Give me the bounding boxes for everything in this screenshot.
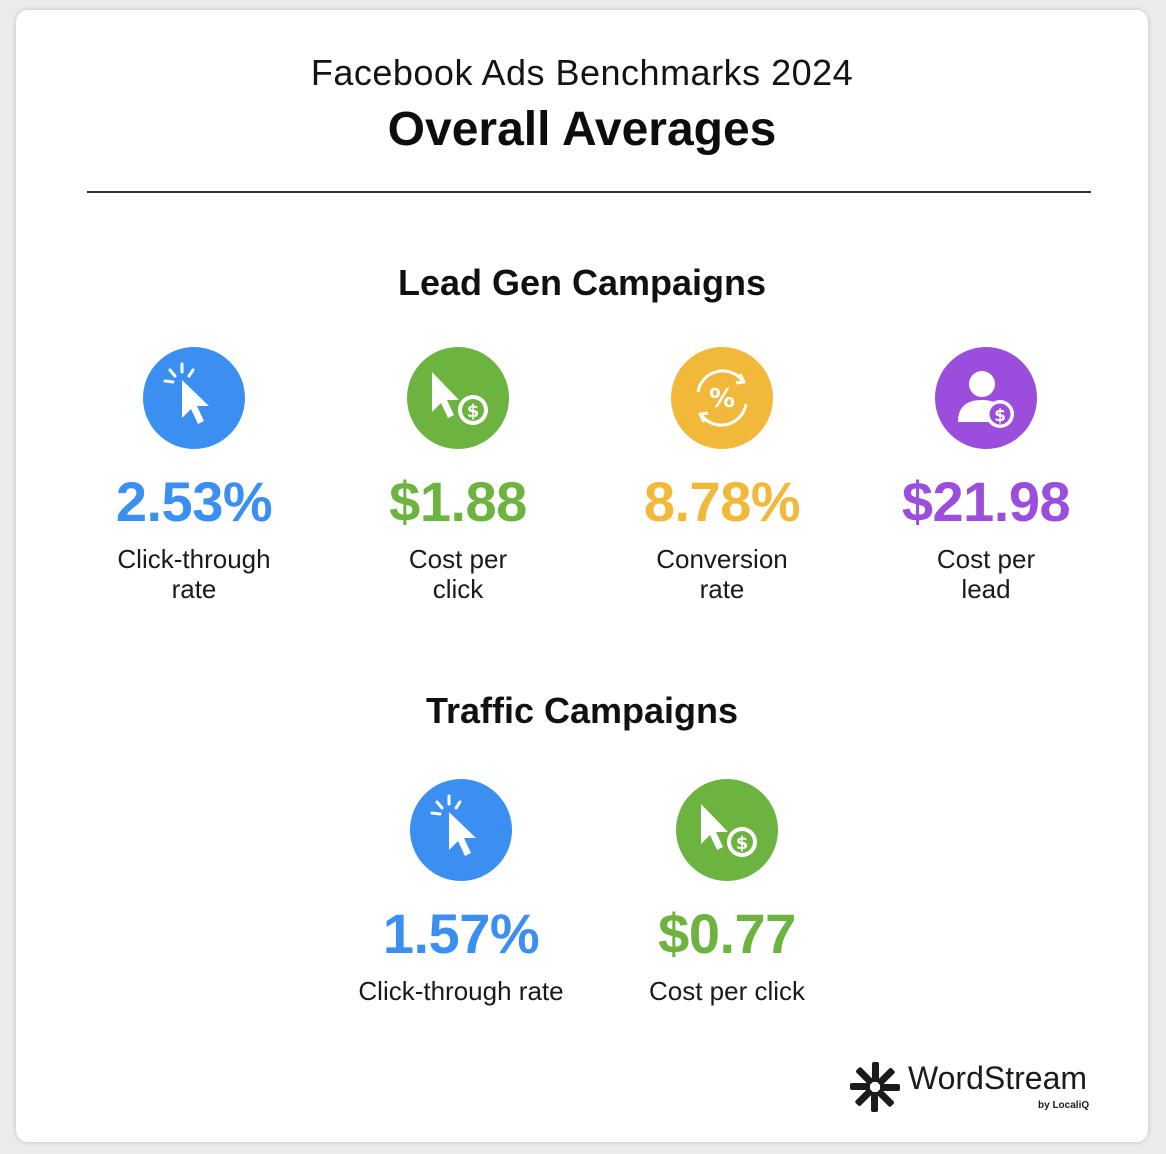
cursor-dollar-icon: $ — [407, 347, 509, 449]
user-dollar-icon: $ — [935, 347, 1037, 449]
metric-label-line: Cost per — [936, 544, 1036, 574]
metric-value: $1.88 — [389, 470, 527, 533]
wordstream-logo: WordStream by LocaliQ — [848, 1056, 1108, 1116]
metric-label-line: lead — [961, 574, 1011, 604]
divider — [87, 191, 1091, 193]
infographic-card: Facebook Ads Benchmarks 2024 Overall Ave… — [16, 10, 1148, 1142]
metric-label-line: Conversion — [656, 544, 788, 574]
lead-gen-cpl-metric: $ $21.98 Cost per lead — [856, 346, 1116, 604]
traffic-ctr-metric: 1.57% Click-through rate — [316, 778, 606, 1006]
metric-value: 1.57% — [382, 902, 540, 965]
metric-label-line: click — [432, 574, 484, 604]
metric-label-line: rate — [699, 574, 745, 604]
lead-gen-cpc-metric: $ $1.88 Cost per click — [328, 346, 588, 604]
svg-text:$: $ — [467, 401, 480, 422]
cursor-dollar-icon: $ — [676, 779, 778, 881]
traffic-section-title: Traffic Campaigns — [425, 690, 739, 731]
metric-value: $0.77 — [658, 902, 796, 965]
metric-value: 2.53% — [115, 470, 273, 533]
metric-value: 8.78% — [643, 470, 801, 533]
wordstream-mark-icon — [850, 1062, 900, 1112]
metric-label: Cost per click — [648, 976, 806, 1006]
cursor-click-icon — [410, 779, 512, 881]
metric-label: Cost per lead — [856, 544, 1116, 604]
logo-name: WordStream — [908, 1060, 1088, 1096]
lead-gen-conversion-metric: % 8.78% Conversion rate — [592, 346, 852, 604]
lead-gen-ctr-metric: 2.53% Click-through rate — [64, 346, 324, 604]
svg-text:$: $ — [736, 833, 749, 854]
svg-text:%: % — [709, 384, 735, 414]
lead-gen-section-title: Lead Gen Campaigns — [397, 262, 767, 303]
percent-cycle-icon: % — [671, 347, 773, 449]
page-title: Overall Averages — [387, 103, 777, 156]
metric-label: Click-through rate — [358, 976, 564, 1006]
logo-byline: by LocaliQ — [1038, 1100, 1090, 1111]
metric-label-line: Click-through — [117, 544, 271, 574]
metric-label: Click-through rate — [64, 544, 324, 604]
metric-label-line: rate — [171, 574, 217, 604]
metric-value: $21.98 — [901, 470, 1071, 533]
metric-label: Cost per click — [328, 544, 588, 604]
metric-label: Conversion rate — [592, 544, 852, 604]
traffic-cpc-metric: $ $0.77 Cost per click — [582, 778, 872, 1006]
cursor-click-icon — [143, 347, 245, 449]
supertitle: Facebook Ads Benchmarks 2024 — [310, 52, 854, 93]
svg-text:$: $ — [994, 406, 1006, 426]
metric-label-line: Cost per — [408, 544, 508, 574]
